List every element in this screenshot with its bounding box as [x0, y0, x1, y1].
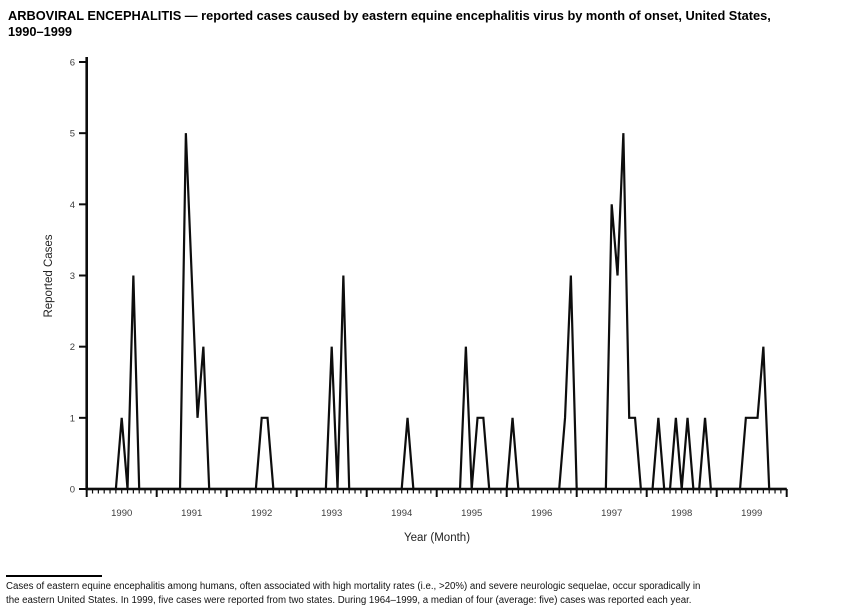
y-tick-label: 5	[70, 129, 75, 140]
footnote-divider	[6, 575, 102, 577]
figure-title-line2: 1990–1999	[8, 24, 73, 39]
footnote-line2: the eastern United States. In 1999, five…	[6, 594, 692, 606]
axis-ticks	[79, 61, 788, 497]
encephalitis-line-chart: 0 1 2 3 4 5 6 1990 1991 1992 1993 1994 1995 1996 1997 1…	[43, 57, 788, 544]
y-tick-label: 6	[70, 58, 75, 69]
footnote: Cases of eastern equine encephalitis amo…	[6, 575, 862, 607]
x-axis-title: Year (Month)	[404, 532, 470, 544]
cases-line	[86, 133, 787, 491]
footnote-line1: Cases of eastern equine encephalitis amo…	[6, 581, 701, 592]
y-tick-label: 2	[70, 342, 75, 353]
figure-title-line1: ARBOVIRAL ENCEPHALITIS — reported cases …	[8, 8, 771, 23]
x-year-label: 1991	[181, 508, 202, 519]
x-year-label: 1996	[531, 508, 552, 519]
y-tick-label: 4	[70, 200, 75, 211]
x-year-label: 1999	[741, 508, 762, 519]
x-year-label: 1998	[671, 508, 692, 519]
x-year-label: 1990	[111, 508, 132, 519]
x-year-label: 1993	[321, 508, 342, 519]
data-series	[86, 133, 787, 491]
y-tick-label: 1	[70, 413, 75, 424]
x-year-label: 1992	[251, 508, 272, 519]
figure-title: ARBOVIRAL ENCEPHALITIS — reported cases …	[8, 8, 862, 40]
y-tick-label: 3	[70, 271, 75, 282]
x-year-label: 1994	[391, 508, 412, 519]
y-tick-label: 0	[70, 485, 75, 496]
y-axis-title: Reported Cases	[43, 234, 55, 317]
x-year-label: 1997	[601, 508, 622, 519]
axis-tick-labels: 0 1 2 3 4 5 6 1990 1991 1992 1993 1994 1995 1996 1997 1…	[70, 58, 763, 520]
x-year-label: 1995	[461, 508, 482, 519]
